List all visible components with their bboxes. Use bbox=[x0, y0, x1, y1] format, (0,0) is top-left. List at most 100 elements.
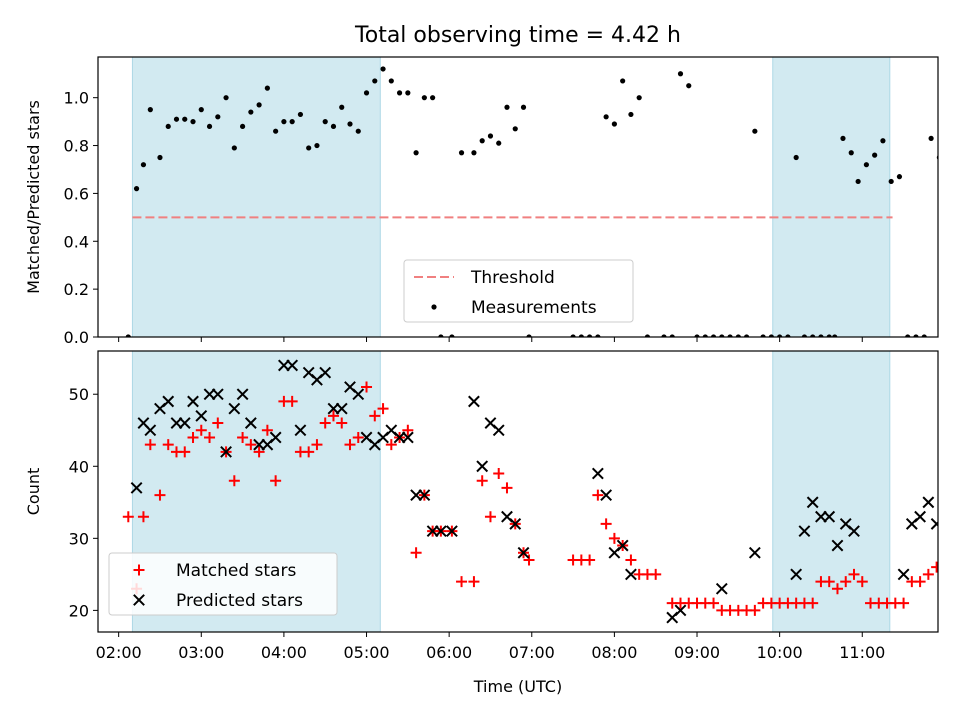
axes-frame bbox=[97, 350, 939, 633]
data-point bbox=[361, 381, 373, 393]
data-point bbox=[677, 71, 684, 77]
data-point bbox=[157, 154, 163, 161]
data-point bbox=[798, 525, 811, 538]
data-point bbox=[669, 334, 675, 337]
data-point bbox=[484, 511, 496, 523]
legend-swatch bbox=[133, 594, 145, 606]
data-point bbox=[512, 126, 518, 132]
data-point bbox=[245, 439, 257, 451]
data-point bbox=[674, 604, 687, 617]
data-point bbox=[445, 525, 458, 538]
data-point bbox=[468, 576, 480, 588]
data-point bbox=[914, 510, 927, 523]
data-point bbox=[401, 431, 414, 444]
data-point bbox=[211, 388, 224, 401]
data-point bbox=[785, 334, 791, 337]
data-point bbox=[355, 128, 361, 134]
shaded-span-2 bbox=[772, 56, 891, 338]
data-point bbox=[501, 482, 513, 494]
data-point bbox=[421, 95, 427, 101]
data-point bbox=[286, 359, 299, 372]
data-point bbox=[823, 576, 835, 588]
data-point bbox=[147, 107, 153, 113]
legend-swatch bbox=[431, 304, 437, 310]
data-point bbox=[410, 547, 422, 559]
data-point bbox=[273, 128, 279, 134]
data-point bbox=[777, 334, 783, 337]
data-point bbox=[793, 154, 799, 161]
data-point bbox=[476, 475, 488, 487]
data-point bbox=[710, 334, 717, 337]
plot-area bbox=[122, 359, 938, 624]
data-point bbox=[212, 417, 224, 429]
data-point bbox=[523, 554, 535, 566]
data-point bbox=[270, 475, 282, 487]
data-point bbox=[137, 511, 149, 523]
x-tick-label: 04:00 bbox=[261, 643, 307, 662]
data-point bbox=[458, 150, 465, 156]
data-point bbox=[344, 439, 356, 451]
data-point bbox=[570, 334, 576, 337]
data-point bbox=[526, 334, 532, 337]
data-point bbox=[644, 334, 651, 337]
data-point bbox=[578, 334, 584, 337]
series-2 bbox=[130, 359, 938, 624]
bottom-panel: 20 30 40 50 02:00 03:00 04:00 05:00 06:00 07:00 08… bbox=[24, 350, 939, 696]
data-point bbox=[144, 424, 157, 437]
data-point bbox=[223, 95, 229, 101]
data-point bbox=[352, 431, 364, 443]
data-point bbox=[122, 511, 134, 523]
data-point bbox=[715, 582, 728, 595]
y-tick-label: 20 bbox=[69, 601, 89, 620]
data-point bbox=[504, 104, 510, 110]
data-point bbox=[237, 431, 249, 443]
data-point bbox=[625, 568, 637, 581]
data-point bbox=[806, 496, 819, 509]
y-tick-label: 0.0 bbox=[64, 328, 89, 347]
data-point bbox=[215, 114, 221, 120]
data-point bbox=[650, 568, 662, 580]
data-point bbox=[897, 568, 910, 581]
data-point bbox=[600, 518, 612, 530]
data-point bbox=[930, 518, 938, 530]
data-point bbox=[182, 116, 188, 122]
x-tick-label: 07:00 bbox=[509, 643, 555, 662]
data-point bbox=[896, 174, 903, 180]
data-point bbox=[608, 532, 620, 544]
legend-label: Measurements bbox=[471, 298, 597, 318]
data-point bbox=[922, 568, 934, 580]
data-point bbox=[931, 561, 938, 573]
data-point bbox=[880, 138, 886, 144]
data-point bbox=[493, 467, 505, 479]
data-point bbox=[520, 104, 527, 110]
data-point bbox=[239, 123, 246, 130]
data-point bbox=[694, 334, 700, 337]
data-point bbox=[405, 90, 411, 96]
data-point bbox=[768, 334, 774, 337]
data-point bbox=[165, 123, 171, 130]
data-point bbox=[807, 597, 819, 609]
data-point bbox=[476, 460, 489, 473]
data-point bbox=[261, 424, 273, 436]
data-point bbox=[620, 78, 626, 84]
legend-swatch bbox=[133, 564, 145, 576]
data-point bbox=[591, 467, 604, 480]
data-point bbox=[922, 496, 935, 509]
data-point bbox=[592, 489, 604, 501]
data-point bbox=[195, 409, 208, 422]
data-point bbox=[311, 439, 323, 451]
data-point bbox=[179, 446, 191, 458]
data-point bbox=[162, 395, 175, 408]
data-point bbox=[195, 424, 207, 436]
data-point bbox=[402, 424, 414, 436]
data-point bbox=[719, 334, 725, 337]
data-point bbox=[413, 150, 419, 156]
y-tick-label: 0.2 bbox=[64, 280, 89, 299]
data-point bbox=[790, 568, 803, 581]
data-point bbox=[743, 334, 750, 337]
shaded-span-1 bbox=[131, 56, 381, 338]
data-point bbox=[735, 334, 741, 337]
data-point bbox=[363, 90, 370, 96]
data-point bbox=[306, 145, 312, 151]
